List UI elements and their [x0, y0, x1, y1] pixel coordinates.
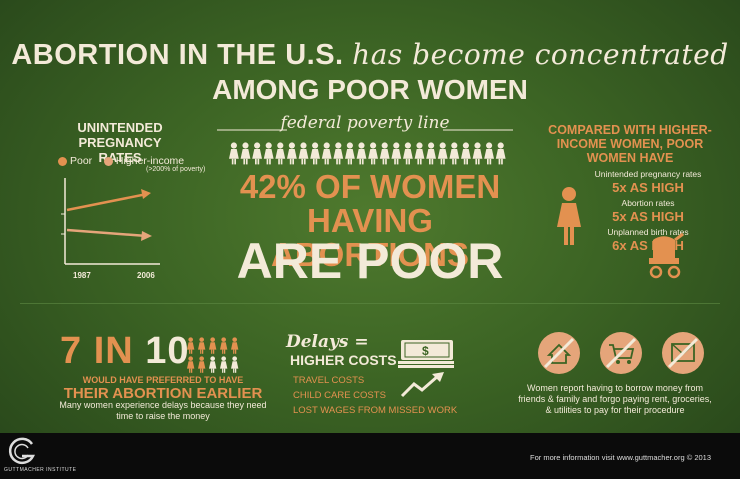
woman-icon: [557, 187, 581, 245]
women-icon-row: [229, 142, 506, 165]
raise-money-note: Many women experience delays because the…: [59, 400, 267, 421]
stroller-icon: [649, 232, 684, 279]
title-line-1: ABORTION IN THE U.S. has become concentr…: [0, 38, 740, 72]
legend-dot-poor: [58, 156, 67, 166]
section-divider: [20, 303, 720, 304]
woman-figure-icon: [275, 142, 286, 165]
woman-figure-icon: [414, 142, 425, 165]
compare-heading: COMPARED WITH HIGHER-INCOME WOMEN, POOR …: [548, 123, 712, 165]
series-poor-line: [66, 192, 148, 212]
woman-figure-icon: [220, 356, 228, 373]
woman-figure-icon: [310, 142, 320, 165]
legend-dot-higher: [103, 156, 113, 166]
higher-costs: HIGHER COSTS: [290, 352, 397, 368]
woman-figure-icon: [495, 142, 506, 165]
seven-text: 7 IN: [60, 330, 134, 372]
woman-figure-icon: [287, 142, 297, 165]
title-serif: has become concentrated: [352, 38, 729, 71]
ten-text: 10: [145, 330, 190, 372]
woman-figure-icon: [403, 142, 413, 165]
footer-bar: [0, 433, 740, 479]
house-crossed-icon: [538, 332, 580, 374]
seven-in-ten: 7 IN 10: [60, 330, 190, 373]
woman-figure-icon: [333, 142, 344, 165]
rate-unintended: Unintended pregnancy rates 5x AS HIGH: [588, 169, 708, 195]
delays-label: Delays =: [286, 332, 369, 352]
woman-figure-icon: [426, 142, 436, 165]
rate-abortion: Abortion rates 5x AS HIGH: [588, 198, 708, 224]
woman-figure-icon: [356, 142, 367, 165]
rate-value: 5x AS HIGH: [612, 180, 684, 195]
rate-label: Abortion rates: [621, 198, 675, 208]
woman-figure-icon: [263, 142, 274, 165]
would-have-preferred: WOULD HAVE PREFERRED TO HAVE: [82, 375, 244, 385]
guttmacher-logo-icon: [8, 437, 35, 465]
money-stack-icon: $: [398, 340, 454, 368]
series-higher-arrow: [141, 231, 152, 241]
poverty-line-label: federal poverty line: [280, 113, 450, 133]
title-line-2: AMONG POOR WOMEN: [212, 74, 528, 105]
rate-value: 5x AS HIGH: [612, 209, 684, 224]
line-chart: 1987 2006: [61, 178, 160, 280]
rate-label: Unintended pregnancy rates: [594, 169, 702, 179]
cost-child-care: CHILD CARE COSTS: [293, 390, 386, 401]
stat-line-2: HAVING ABORTIONS: [271, 202, 469, 273]
woman-figure-icon: [187, 356, 195, 373]
forgo-icons: [538, 332, 704, 374]
stat-line-3: ARE POOR: [236, 233, 504, 289]
cost-lost-wages: LOST WAGES FROM MISSED WORK: [293, 405, 458, 416]
woman-figure-icon: [391, 142, 402, 165]
series-poor-arrow: [141, 189, 151, 199]
woman-figure-icon: [321, 142, 332, 165]
their-abortion-earlier: THEIR ABORTION EARLIER: [63, 385, 263, 402]
woman-figure-icon: [198, 337, 206, 354]
rate-label: Unplanned birth rates: [607, 227, 689, 237]
chart-legend: Poor Higher-income: [58, 155, 184, 167]
woman-figure-icon: [379, 142, 390, 165]
woman-figure-icon: [198, 356, 206, 373]
x-tick-1987: 1987: [73, 271, 91, 280]
ten-women-icons: [187, 337, 239, 373]
x-tick-2006: 2006: [137, 271, 155, 280]
bill-crossed-icon: [662, 332, 704, 374]
borrow-money-text: Women report having to borrow money from…: [518, 383, 712, 415]
woman-figure-icon: [472, 142, 483, 165]
cart-crossed-icon: [600, 332, 642, 374]
poverty-line-bracket: [217, 129, 513, 131]
woman-figure-icon: [187, 337, 195, 354]
woman-figure-icon: [220, 337, 228, 354]
woman-figure-icon: [240, 142, 251, 165]
woman-figure-icon: [461, 142, 471, 165]
woman-figure-icon: [252, 142, 262, 165]
woman-figure-icon: [437, 142, 448, 165]
woman-figure-icon: [231, 337, 239, 354]
woman-figure-icon: [209, 337, 217, 354]
svg-text:$: $: [422, 344, 429, 358]
woman-figure-icon: [231, 356, 239, 373]
woman-figure-icon: [298, 142, 309, 165]
woman-figure-icon: [484, 142, 494, 165]
legend-poor: Poor: [70, 155, 93, 167]
legend-note: (>200% of poverty): [146, 166, 206, 173]
woman-figure-icon: [368, 142, 378, 165]
cost-travel: TRAVEL COSTS: [293, 375, 365, 386]
woman-figure-icon: [449, 142, 460, 165]
woman-figure-icon: [229, 142, 239, 165]
rising-arrow-icon: [400, 372, 444, 398]
woman-figure-icon: [209, 356, 217, 373]
woman-figure-icon: [345, 142, 355, 165]
series-higher-line: [66, 228, 148, 238]
legend-higher: Higher-income: [115, 155, 185, 167]
stat-line-1: 42% OF WOMEN: [239, 168, 501, 205]
title-bold: ABORTION IN THE U.S.: [11, 39, 344, 71]
logo-wordmark: GUTTMACHER INSTITUTE: [4, 467, 77, 473]
more-info-link[interactable]: For more information visit www.guttmache…: [530, 453, 712, 462]
